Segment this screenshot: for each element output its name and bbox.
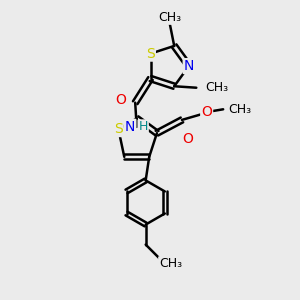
Text: CH₃: CH₃: [158, 11, 181, 24]
Text: N: N: [125, 120, 135, 134]
Text: S: S: [146, 46, 155, 61]
Text: CH₃: CH₃: [159, 257, 182, 270]
Text: CH₃: CH₃: [206, 81, 229, 94]
Text: O: O: [201, 105, 212, 119]
Text: O: O: [182, 132, 193, 146]
Text: S: S: [114, 122, 123, 136]
Text: O: O: [115, 93, 126, 107]
Text: H: H: [139, 120, 148, 133]
Text: CH₃: CH₃: [229, 103, 252, 116]
Text: N: N: [184, 59, 194, 73]
